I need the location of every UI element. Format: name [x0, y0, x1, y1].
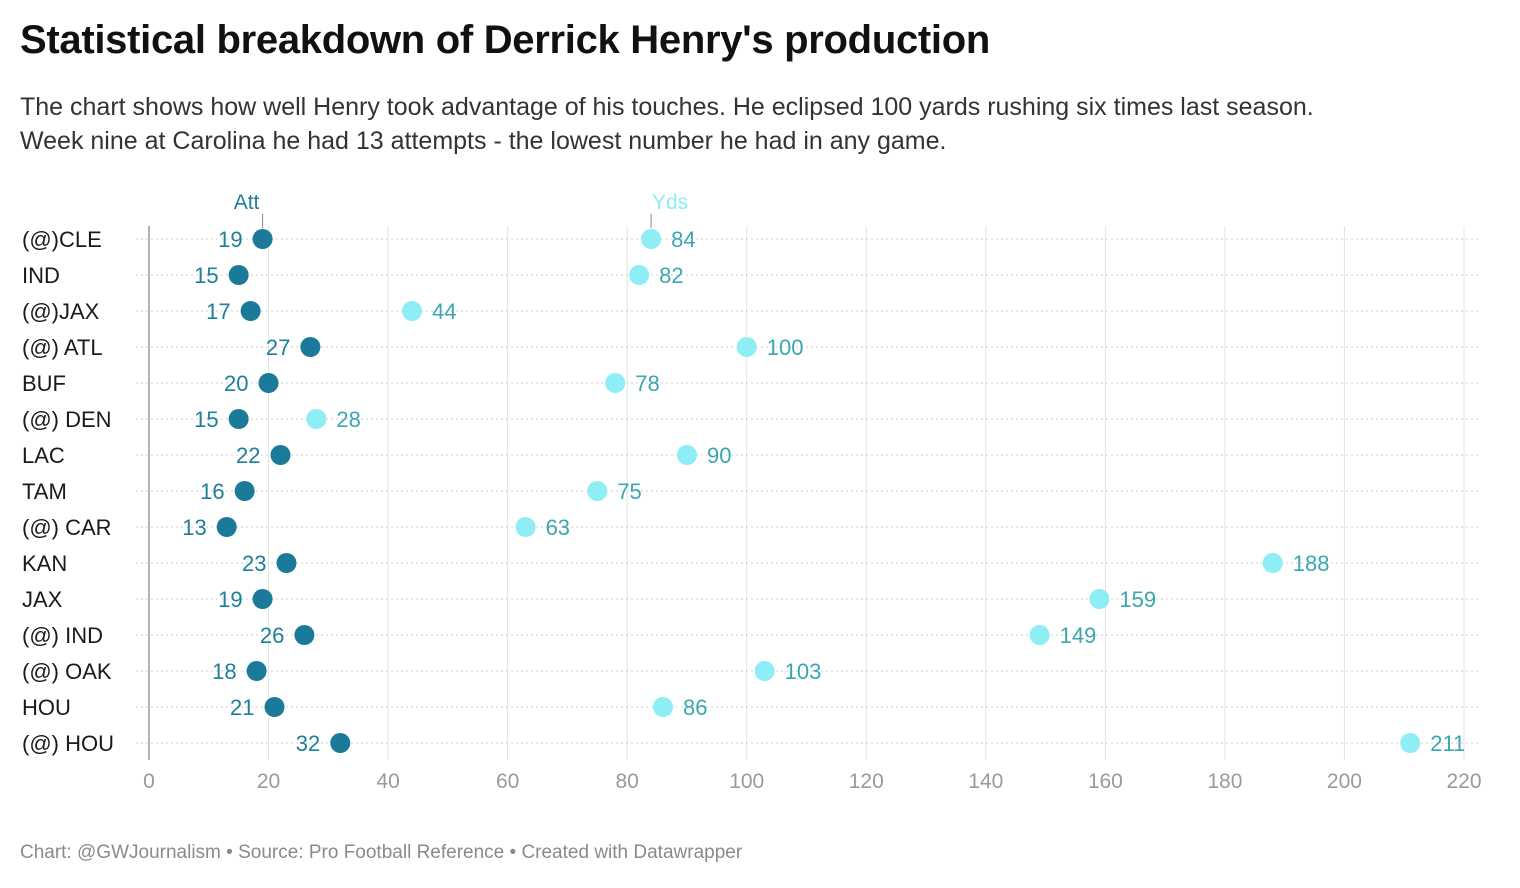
att-dot: [234, 481, 255, 501]
att-dot: [252, 589, 273, 609]
subtitle-line-1: The chart shows how well Henry took adva…: [20, 93, 1314, 121]
row-label: (@) HOU: [22, 731, 114, 756]
att-dot: [294, 625, 315, 645]
row-label: IND: [22, 263, 60, 288]
x-tick-label: 180: [1207, 770, 1242, 793]
att-dot: [228, 409, 249, 429]
grid-lines: [136, 226, 1478, 760]
x-tick-label: 60: [496, 770, 519, 793]
yds-dot: [515, 517, 536, 537]
yds-value-label: 82: [659, 263, 683, 288]
yds-value-label: 75: [617, 479, 641, 504]
att-value-label: 16: [200, 479, 224, 504]
row-label: (@) OAK: [22, 659, 112, 684]
row-label: (@)JAX: [22, 299, 100, 324]
yds-value-label: 44: [432, 299, 456, 324]
yds-dot: [1029, 625, 1050, 645]
legend-att-label: Att: [234, 191, 260, 214]
att-value-label: 26: [260, 623, 284, 648]
att-value-label: 18: [212, 659, 236, 684]
att-dot: [246, 661, 267, 681]
att-value-label: 20: [224, 371, 248, 396]
att-value-label: 32: [296, 731, 320, 756]
att-dot: [240, 301, 261, 321]
att-value-label: 19: [218, 227, 242, 252]
x-tick-label: 200: [1327, 770, 1362, 793]
x-axis-ticks: 0 20 40 60 80 100 120 140 160 180 200 220: [143, 770, 1481, 793]
yds-value-label: 188: [1293, 551, 1330, 576]
legend: Att Yds: [234, 191, 688, 228]
row-label: HOU: [22, 695, 71, 720]
att-value-label: 27: [266, 335, 290, 360]
yds-dot: [402, 301, 422, 321]
att-dot: [300, 337, 321, 357]
att-value-label: 22: [236, 443, 260, 468]
att-value-label: 23: [242, 551, 266, 576]
yds-dot: [629, 265, 650, 285]
att-dot: [216, 517, 237, 537]
att-dot: [264, 697, 285, 717]
yds-dot: [676, 445, 697, 465]
legend-yds-label: Yds: [652, 191, 688, 214]
row-label: (@) CAR: [22, 515, 112, 540]
yds-value-label: 28: [336, 407, 360, 432]
row-label: (@) ATL: [22, 335, 103, 360]
att-value-label: 21: [230, 695, 254, 720]
row-label: (@) IND: [22, 623, 103, 648]
yds-value-label: 90: [707, 443, 731, 468]
yds-value-label: 86: [683, 695, 707, 720]
yds-dot: [736, 337, 757, 357]
x-tick-label: 120: [849, 770, 884, 793]
yds-dot: [605, 373, 626, 393]
att-value-label: 19: [218, 587, 242, 612]
chart-footer: Chart: @GWJournalism • Source: Pro Footb…: [20, 842, 743, 863]
yds-dot: [1089, 589, 1110, 609]
att-value-label: 15: [194, 407, 218, 432]
x-tick-label: 220: [1446, 770, 1481, 793]
row-label: JAX: [22, 587, 63, 612]
row-label: TAM: [22, 479, 67, 504]
att-dot: [270, 445, 291, 465]
yds-dot: [306, 409, 327, 429]
yds-dot: [1400, 733, 1421, 753]
x-tick-label: 160: [1088, 770, 1123, 793]
yds-dot: [587, 481, 608, 501]
row-label: (@) DEN: [22, 407, 112, 432]
yds-dot: [641, 229, 662, 249]
yds-dot: [754, 661, 775, 681]
att-value-label: 13: [182, 515, 206, 540]
subtitle-line-2: Week nine at Carolina he had 13 attempts…: [20, 127, 947, 155]
yds-value-label: 63: [546, 515, 570, 540]
yds-value-label: 100: [767, 335, 804, 360]
yds-dot: [653, 697, 674, 717]
x-tick-label: 100: [729, 770, 764, 793]
x-tick-label: 40: [376, 770, 399, 793]
att-dot: [330, 733, 351, 753]
x-tick-label: 20: [257, 770, 280, 793]
chart-subtitle: The chart shows how well Henry took adva…: [20, 90, 1500, 158]
att-value-label: 17: [206, 299, 230, 324]
att-dot: [258, 373, 279, 393]
yds-value-label: 78: [635, 371, 659, 396]
row-label: KAN: [22, 551, 67, 576]
yds-value-label: 103: [785, 659, 822, 684]
x-tick-label: 80: [616, 770, 639, 793]
yds-value-label: 211: [1430, 731, 1465, 756]
row-label: (@)CLE: [22, 227, 102, 252]
chart-title: Statistical breakdown of Derrick Henry's…: [20, 18, 990, 62]
x-tick-label: 140: [968, 770, 1003, 793]
att-dot: [252, 229, 273, 249]
att-dot: [228, 265, 249, 285]
att-dot: [276, 553, 297, 573]
att-value-label: 15: [194, 263, 218, 288]
yds-value-label: 84: [671, 227, 695, 252]
row-label: BUF: [22, 371, 66, 396]
yds-value-label: 149: [1060, 623, 1097, 648]
yds-dot: [1262, 553, 1283, 573]
x-tick-label: 0: [143, 770, 155, 793]
yds-value-label: 159: [1119, 587, 1156, 612]
row-label: LAC: [22, 443, 65, 468]
range-dot-chart: Att Yds (@)CLE 19 84 IND 15 82 (@)JAX 17 44 (@) AT…: [22, 191, 1482, 793]
data-rows: (@)CLE 19 84 IND 15 82 (@)JAX 17 44 (@) ATL 27 100 B…: [22, 227, 1465, 756]
